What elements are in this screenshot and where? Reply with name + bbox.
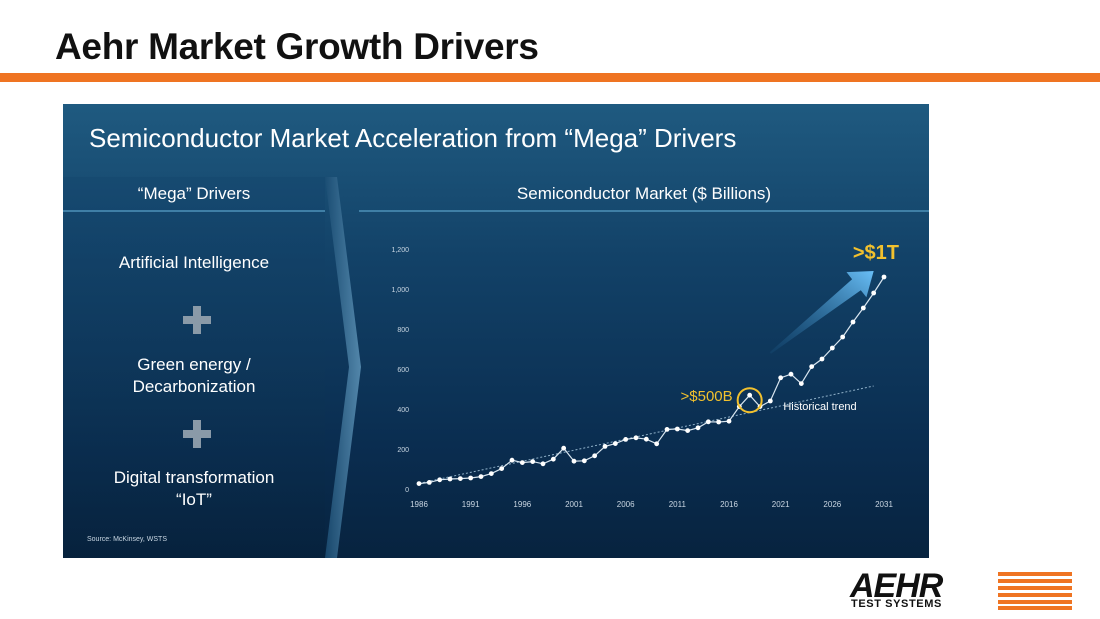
y-tick-label: 1,000 [391,287,409,294]
data-point [747,392,753,398]
y-tick-label: 600 [397,367,409,374]
x-tick-label: 2026 [823,500,841,509]
plus-icon [183,306,211,334]
x-tick-label: 1996 [513,500,531,509]
data-point [643,436,649,442]
data-point [798,381,804,386]
driver-item: Digital transformation “IoT” [63,467,325,511]
data-point [478,474,484,479]
mega-drivers-column: “Mega” Drivers Artificial Intelligence G… [63,177,325,558]
y-tick-label: 0 [405,487,409,494]
data-point [788,371,794,377]
growth-arrow [769,271,874,354]
aehr-logo: AEHR TEST SYSTEMS [850,567,1072,610]
y-tick-label: 200 [397,447,409,454]
driver-item: Green energy / Decarbonization [63,354,325,398]
x-tick-label: 1991 [462,500,480,509]
source-note: Source: McKinsey, WSTS [87,536,168,543]
driver-label: “IoT” [176,490,212,509]
data-point [695,425,701,431]
data-point [592,453,598,459]
data-point [540,461,546,467]
data-point [778,375,784,381]
data-point [447,476,453,482]
data-point [530,459,536,464]
data-point [767,398,773,404]
data-point [685,428,691,433]
data-point [602,444,608,449]
data-point [809,364,815,369]
mega-drivers-header: “Mega” Drivers [63,177,325,212]
data-point [561,445,567,451]
data-point [426,480,432,485]
slide-title: Aehr Market Growth Drivers [55,26,539,67]
data-point [581,458,587,464]
data-point [819,356,825,362]
market-line-chart: 0 200 400 600 800 1,000 1,200 1986 1991 1996 2001 2… [391,242,899,509]
data-point [881,274,887,280]
chevron-right-icon [325,177,361,558]
x-tick-label: 1986 [410,500,428,509]
data-point [468,475,474,481]
trend-line [418,385,874,484]
x-tick-label: 2016 [720,500,738,509]
data-point [674,426,680,432]
market-chart-column: Semiconductor Market ($ Billions) 0 200 40… [359,177,929,558]
x-tick-label: 2001 [565,500,583,509]
plus-icon [183,420,211,448]
series-line [418,276,885,485]
data-point [633,435,639,441]
data-point [726,418,732,424]
data-point [519,460,525,465]
data-point [612,441,618,446]
highlight-circle [736,387,763,414]
data-point [457,476,463,481]
data-point [571,458,577,464]
data-point [850,319,856,325]
chart-header: Semiconductor Market ($ Billions) [359,177,929,212]
driver-item: Artificial Intelligence [63,252,325,274]
x-tick-label: 2011 [669,500,687,509]
data-point [705,419,711,425]
annotation-500b: >$500B [681,388,733,405]
driver-label: Decarbonization [132,377,256,396]
data-point [654,441,660,447]
title-underline [0,73,1100,82]
data-point [871,290,877,296]
x-tick-label: 2021 [772,500,790,509]
data-point [416,481,422,486]
x-tick-label: 2006 [617,500,635,509]
driver-label: Artificial Intelligence [118,253,270,272]
logo-subtitle: TEST SYSTEMS [851,598,942,610]
y-tick-label: 800 [397,327,409,334]
y-tick-label: 1,200 [391,247,409,254]
data-point [499,466,505,471]
data-point [860,305,866,311]
data-point [509,457,515,463]
annotation-historical-trend: Historical trend [783,401,856,413]
data-point [716,419,722,425]
data-point [829,345,835,351]
logo-wordmark: AEHR [850,567,943,605]
data-point [664,427,670,432]
data-point [488,471,494,476]
x-tick-label: 2031 [875,500,893,509]
content-panel: Semiconductor Market Acceleration from “… [63,104,929,558]
data-point [550,456,556,462]
panel-title: Semiconductor Market Acceleration from “… [89,123,737,153]
data-point [437,477,443,483]
y-tick-label: 400 [397,407,409,414]
driver-label: Digital transformation [113,468,275,487]
driver-label: Green energy / [137,355,251,374]
data-point [623,437,629,442]
annotation-1t: >$1T [853,242,899,264]
logo-stripes-icon [998,572,1072,610]
data-point [840,334,846,340]
